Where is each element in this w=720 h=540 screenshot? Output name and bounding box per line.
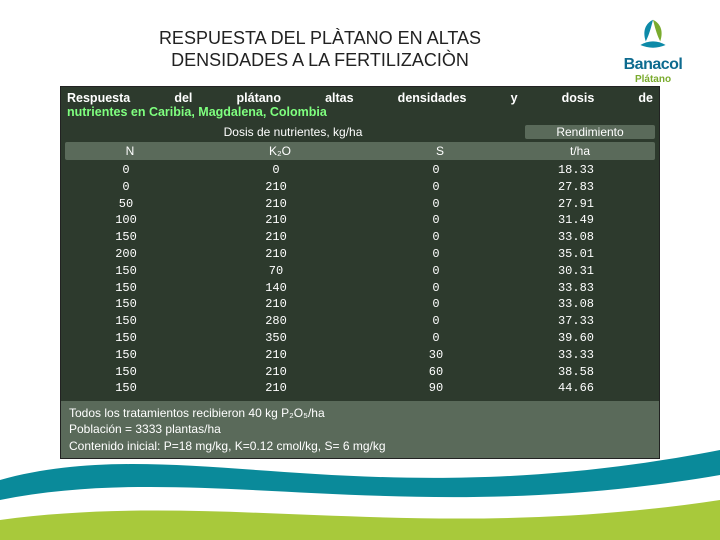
cell-k: 350	[191, 330, 361, 347]
cell-r: 33.08	[511, 296, 641, 313]
cell-k: 210	[191, 212, 361, 229]
cell-s: 0	[361, 196, 511, 213]
cell-k: 210	[191, 179, 361, 196]
rendimiento-label: Rendimiento	[525, 125, 655, 139]
cell-s: 0	[361, 280, 511, 297]
col-k2o: K₂O	[195, 144, 365, 158]
cell-r: 33.08	[511, 229, 641, 246]
table-footnotes: Todos los tratamientos recibieron 40 kg …	[61, 401, 659, 458]
table-row: 1502109044.66	[61, 380, 659, 397]
table-row: 00018.33	[61, 162, 659, 179]
cell-n: 150	[61, 296, 191, 313]
brand-logo: Banacol Plátano	[608, 18, 698, 85]
table-title-1: Respuesta del plátano altas densidades y…	[61, 87, 659, 105]
cell-s: 0	[361, 246, 511, 263]
logo-brand-text: Banacol	[608, 56, 698, 74]
cell-r: 33.83	[511, 280, 641, 297]
cell-k: 70	[191, 263, 361, 280]
cell-r: 37.33	[511, 313, 641, 330]
cell-s: 0	[361, 179, 511, 196]
cell-r: 38.58	[511, 364, 641, 381]
footnote-1: Todos los tratamientos recibieron 40 kg …	[69, 405, 651, 421]
cell-s: 0	[361, 212, 511, 229]
cell-k: 210	[191, 347, 361, 364]
cell-n: 150	[61, 263, 191, 280]
table-row: 150210033.08	[61, 229, 659, 246]
cell-k: 0	[191, 162, 361, 179]
table-row: 200210035.01	[61, 246, 659, 263]
cell-n: 50	[61, 196, 191, 213]
footnote-2: Población = 3333 plantas/ha	[69, 421, 651, 437]
cell-r: 39.60	[511, 330, 641, 347]
leaf-icon	[635, 18, 671, 54]
cell-k: 210	[191, 246, 361, 263]
table-title-2: nutrientes en Caribia, Magdalena, Colomb…	[61, 105, 659, 122]
cell-s: 90	[361, 380, 511, 397]
cell-s: 0	[361, 330, 511, 347]
cell-s: 0	[361, 296, 511, 313]
col-s: S	[365, 144, 515, 158]
table-row: 50210027.91	[61, 196, 659, 213]
cell-k: 140	[191, 280, 361, 297]
table-body: 00018.330210027.8350210027.91100210031.4…	[61, 160, 659, 399]
table-row: 1502106038.58	[61, 364, 659, 381]
cell-n: 0	[61, 162, 191, 179]
cell-r: 44.66	[511, 380, 641, 397]
cell-s: 30	[361, 347, 511, 364]
footnote-3: Contenido inicial: P=18 mg/kg, K=0.12 cm…	[69, 438, 651, 454]
cell-s: 0	[361, 313, 511, 330]
cell-n: 150	[61, 380, 191, 397]
cell-k: 280	[191, 313, 361, 330]
cell-r: 27.91	[511, 196, 641, 213]
cell-r: 33.33	[511, 347, 641, 364]
cell-n: 150	[61, 330, 191, 347]
cell-s: 60	[361, 364, 511, 381]
cell-k: 210	[191, 196, 361, 213]
title-line-2: DENSIDADES A LA FERTILIZACIÒN	[171, 50, 469, 70]
cell-k: 210	[191, 380, 361, 397]
column-headers: N K₂O S t/ha	[65, 142, 655, 160]
cell-r: 35.01	[511, 246, 641, 263]
title-line-1: RESPUESTA DEL PLÀTANO EN ALTAS	[159, 28, 481, 48]
cell-n: 150	[61, 313, 191, 330]
slide-title: RESPUESTA DEL PLÀTANO EN ALTAS DENSIDADE…	[120, 28, 520, 71]
col-tha: t/ha	[515, 144, 645, 158]
table-row: 15070030.31	[61, 263, 659, 280]
table-row: 150210033.08	[61, 296, 659, 313]
cell-n: 150	[61, 364, 191, 381]
cell-s: 0	[361, 263, 511, 280]
cell-s: 0	[361, 229, 511, 246]
dosis-label: Dosis de nutrientes, kg/ha	[61, 125, 525, 139]
table-row: 150280037.33	[61, 313, 659, 330]
cell-k: 210	[191, 296, 361, 313]
table-row: 150350039.60	[61, 330, 659, 347]
cell-n: 150	[61, 347, 191, 364]
cell-s: 0	[361, 162, 511, 179]
table-header-group: Dosis de nutrientes, kg/ha Rendimiento	[61, 122, 659, 142]
cell-n: 0	[61, 179, 191, 196]
table-row: 150140033.83	[61, 280, 659, 297]
cell-r: 27.83	[511, 179, 641, 196]
table-row: 1502103033.33	[61, 347, 659, 364]
cell-n: 150	[61, 229, 191, 246]
cell-r: 31.49	[511, 212, 641, 229]
data-table: Respuesta del plátano altas densidades y…	[60, 86, 660, 459]
logo-subline: Plátano	[608, 74, 698, 85]
cell-n: 200	[61, 246, 191, 263]
col-n: N	[65, 144, 195, 158]
table-row: 0210027.83	[61, 179, 659, 196]
cell-n: 100	[61, 212, 191, 229]
cell-k: 210	[191, 229, 361, 246]
cell-n: 150	[61, 280, 191, 297]
cell-r: 30.31	[511, 263, 641, 280]
cell-k: 210	[191, 364, 361, 381]
cell-r: 18.33	[511, 162, 641, 179]
table-row: 100210031.49	[61, 212, 659, 229]
